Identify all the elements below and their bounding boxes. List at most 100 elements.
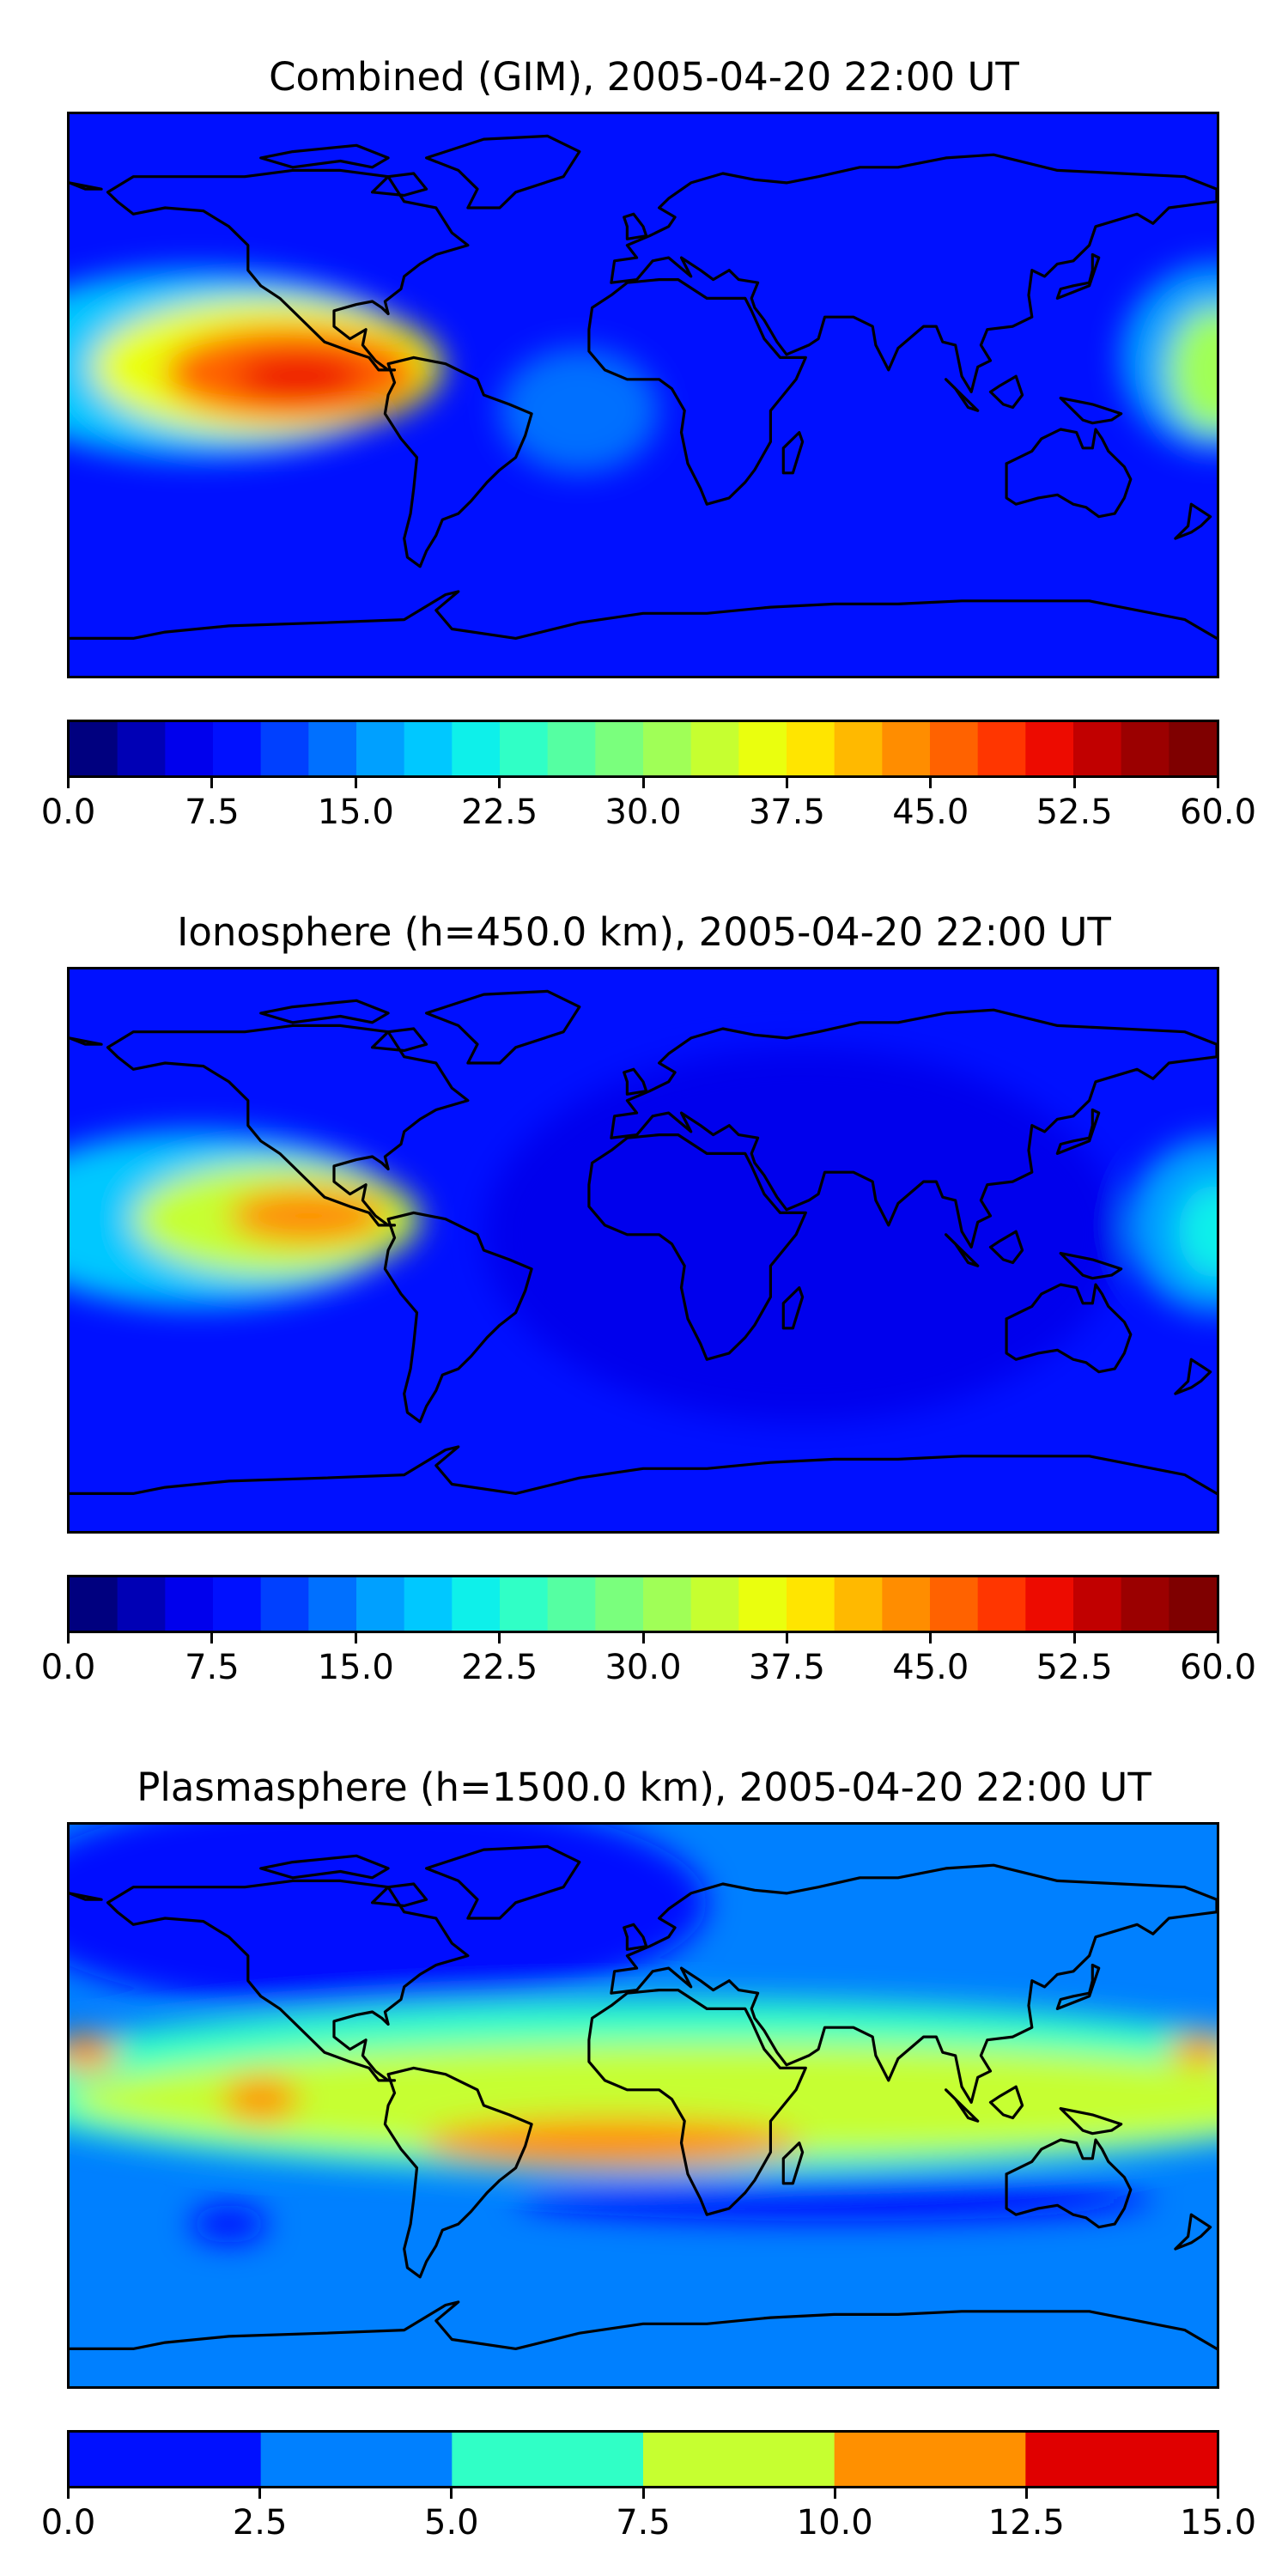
colorbar-tick [929, 778, 933, 788]
coastline-11 [945, 378, 980, 412]
coastline-16 [70, 181, 103, 191]
coastline-13 [1174, 1358, 1212, 1395]
colorbar-segment-3 [643, 2433, 835, 2486]
colorbar-tick-label: 10.0 [796, 2503, 873, 2543]
colorbar-tick [1072, 1633, 1076, 1643]
colorbar-tick-label: 0.0 [40, 2503, 96, 2543]
contour-region-5 [1169, 2033, 1217, 2065]
colorbar-tick [641, 2488, 645, 2499]
contour-field [70, 1825, 1217, 2243]
colorbar-tick-label: 22.5 [461, 1648, 538, 1687]
contour-region-6 [500, 348, 659, 473]
colorbar-segment-0 [70, 1577, 118, 1631]
coastline-6 [70, 590, 1217, 640]
colorbar-segment-20 [1025, 1577, 1074, 1631]
colorbar-segment-17 [882, 722, 931, 775]
colorbar-tick-label: 0.0 [40, 793, 96, 832]
contour-region-0 [483, 1047, 1121, 1422]
panel-title-combined: Combined (GIM), 2005-04-20 22:00 UT [269, 54, 1019, 100]
colorbar-segment-22 [1121, 1577, 1170, 1631]
coastline-3 [587, 1989, 807, 2216]
colorbar-tick-label: 7.5 [185, 793, 240, 832]
colorbar-svg [70, 722, 1217, 775]
colorbar-tick [641, 778, 645, 788]
coastline-12 [1059, 397, 1123, 425]
coastline-3 [587, 1133, 807, 1361]
colorbar-combined [67, 720, 1219, 778]
colorbar-segment-4 [260, 1577, 310, 1631]
coastline-14 [259, 999, 390, 1024]
coastline-8 [1055, 1108, 1101, 1155]
colorbar-tick-label: 45.0 [892, 1648, 969, 1687]
colorbar-segment-22 [1121, 722, 1170, 775]
colorbar-segment-18 [930, 1577, 979, 1631]
colorbar-segment-16 [834, 722, 884, 775]
coastlines [70, 989, 1217, 1495]
colorbar-tick [354, 1633, 357, 1643]
colorbar-segment-17 [882, 1577, 931, 1631]
colorbar-segment-8 [452, 1577, 501, 1631]
colorbar-tick [498, 1633, 501, 1643]
colorbar-segment-11 [595, 1577, 644, 1631]
colorbar-tick-label: 5.0 [424, 2503, 479, 2543]
coastline-15 [371, 1882, 428, 1908]
colorbar-segment-7 [404, 1577, 453, 1631]
colorbar-ionosphere [67, 1575, 1219, 1633]
colorbar-segment-11 [595, 722, 644, 775]
contour-region-2 [70, 2043, 1217, 2156]
coastline-7 [781, 2142, 805, 2185]
coastline-12 [1059, 2107, 1123, 2136]
map-svg [70, 114, 1217, 676]
coastline-14 [259, 143, 390, 169]
colorbar-tick [354, 778, 357, 788]
contour-region-3 [228, 1188, 389, 1244]
colorbar-segment-19 [977, 1577, 1027, 1631]
colorbar-segment-1 [260, 2433, 453, 2486]
coastline-7 [781, 431, 805, 475]
colorbar-segment-4 [260, 722, 310, 775]
coastline-9 [623, 1923, 648, 1951]
map-ionosphere [67, 967, 1219, 1534]
colorbar-segment-12 [643, 722, 692, 775]
coastline-1 [425, 134, 581, 210]
colorbar-tick-label: 60.0 [1179, 1648, 1257, 1687]
colorbar-tick [1217, 1633, 1219, 1643]
colorbar-tick [785, 1633, 788, 1643]
colorbar-segment-9 [500, 722, 549, 775]
colorbar-tick-label: 22.5 [461, 793, 538, 832]
colorbar-tick [450, 2488, 453, 2499]
coastline-10 [988, 1230, 1024, 1265]
coastline-16 [70, 1892, 103, 1901]
colorbar-tick [67, 778, 70, 788]
colorbar-svg [70, 1577, 1217, 1631]
contour-region-0 [70, 1825, 708, 2012]
colorbar-segment-3 [213, 1577, 262, 1631]
colorbar-segment-18 [930, 722, 979, 775]
colorbar-plasmasphere [67, 2430, 1219, 2488]
colorbar-tick-label: 45.0 [892, 793, 969, 832]
coastline-13 [1174, 502, 1212, 540]
colorbar-segment-2 [452, 2433, 644, 2486]
colorbar-segment-16 [834, 1577, 884, 1631]
panel-title-plasmasphere: Plasmasphere (h=1500.0 km), 2005-04-20 2… [137, 1765, 1151, 1810]
colorbar-tick-label: 30.0 [605, 793, 682, 832]
colorbar-tick [67, 2488, 70, 2499]
coastline-1 [425, 989, 581, 1065]
contour-region-8 [191, 2205, 268, 2243]
colorbar-segment-15 [787, 722, 835, 775]
coastline-15 [371, 172, 428, 197]
coastline-16 [70, 1036, 103, 1046]
coastline-15 [371, 1027, 428, 1053]
colorbar-tick [929, 1633, 933, 1643]
coastline-0 [106, 1879, 470, 2082]
colorbar-tick-label: 37.5 [748, 1648, 825, 1687]
colorbar-tick [1072, 778, 1076, 788]
colorbar-tick [1217, 2488, 1219, 2499]
coastline-5 [1005, 2138, 1133, 2229]
coastline-10 [988, 2085, 1024, 2120]
colorbar-tick-label: 0.0 [40, 1648, 96, 1687]
colorbar-segment-19 [977, 722, 1027, 775]
colorbar-segment-10 [547, 722, 597, 775]
coastline-5 [1005, 428, 1133, 519]
map-combined [67, 112, 1219, 678]
